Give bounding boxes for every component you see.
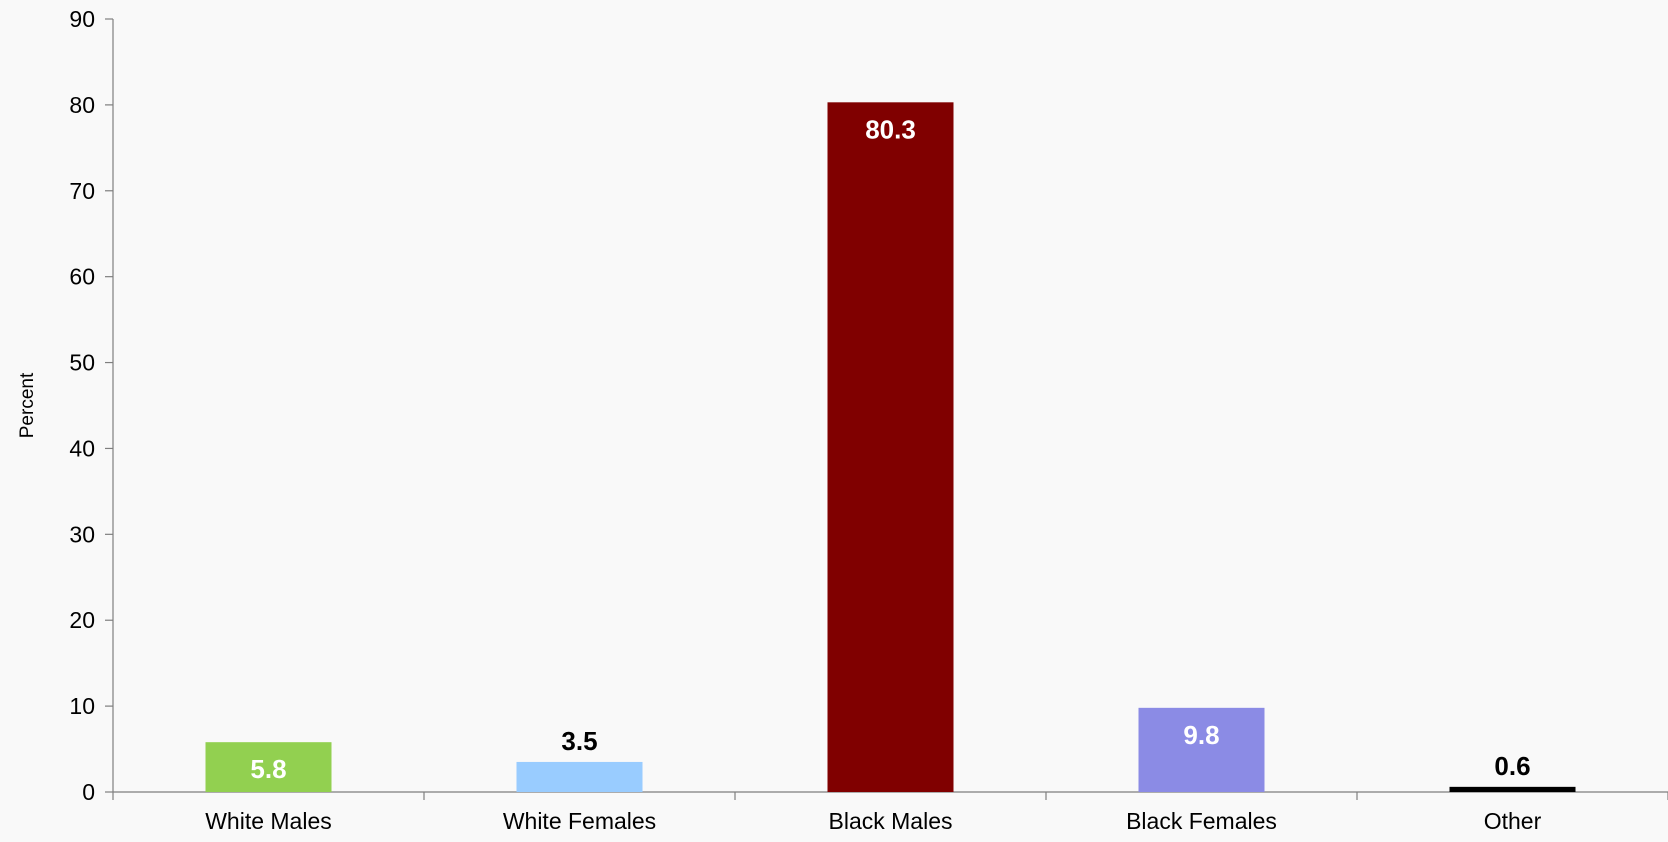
- data-label: 80.3: [865, 114, 916, 144]
- y-tick-label: 80: [69, 92, 95, 118]
- bar-black-females: [1138, 707, 1265, 792]
- bar-white-males: [205, 742, 332, 792]
- y-tick-label: 90: [69, 6, 95, 32]
- y-tick-label: 50: [69, 350, 95, 376]
- y-tick-label: 40: [69, 435, 95, 461]
- bar-black-males: [827, 102, 954, 792]
- x-category-label: Other: [1484, 808, 1542, 834]
- x-category-label: White Females: [503, 808, 656, 834]
- bar-white-females: [516, 761, 643, 792]
- data-label: 9.8: [1183, 720, 1219, 750]
- data-label: 5.8: [250, 754, 286, 784]
- y-tick-label: 30: [69, 521, 95, 547]
- y-tick-label: 70: [69, 178, 95, 204]
- y-tick-label: 10: [69, 693, 95, 719]
- data-label: 3.5: [561, 726, 597, 756]
- y-tick-label: 0: [82, 779, 95, 805]
- axes: 0 10 20 30 40 50 60 70 80 90: [69, 6, 1668, 805]
- bar-other: [1449, 786, 1576, 792]
- bars: [205, 102, 1576, 792]
- x-category-label: Black Males: [829, 808, 953, 834]
- y-tick-label: 60: [69, 264, 95, 290]
- y-tick-label: 20: [69, 607, 95, 633]
- labels: White Males 5.8 White Females 3.5 Black Male…: [205, 114, 1541, 834]
- x-category-label: Black Females: [1126, 808, 1277, 834]
- y-axis-title: Percent: [17, 372, 38, 438]
- data-label: 0.6: [1494, 751, 1530, 781]
- x-category-label: White Males: [205, 808, 332, 834]
